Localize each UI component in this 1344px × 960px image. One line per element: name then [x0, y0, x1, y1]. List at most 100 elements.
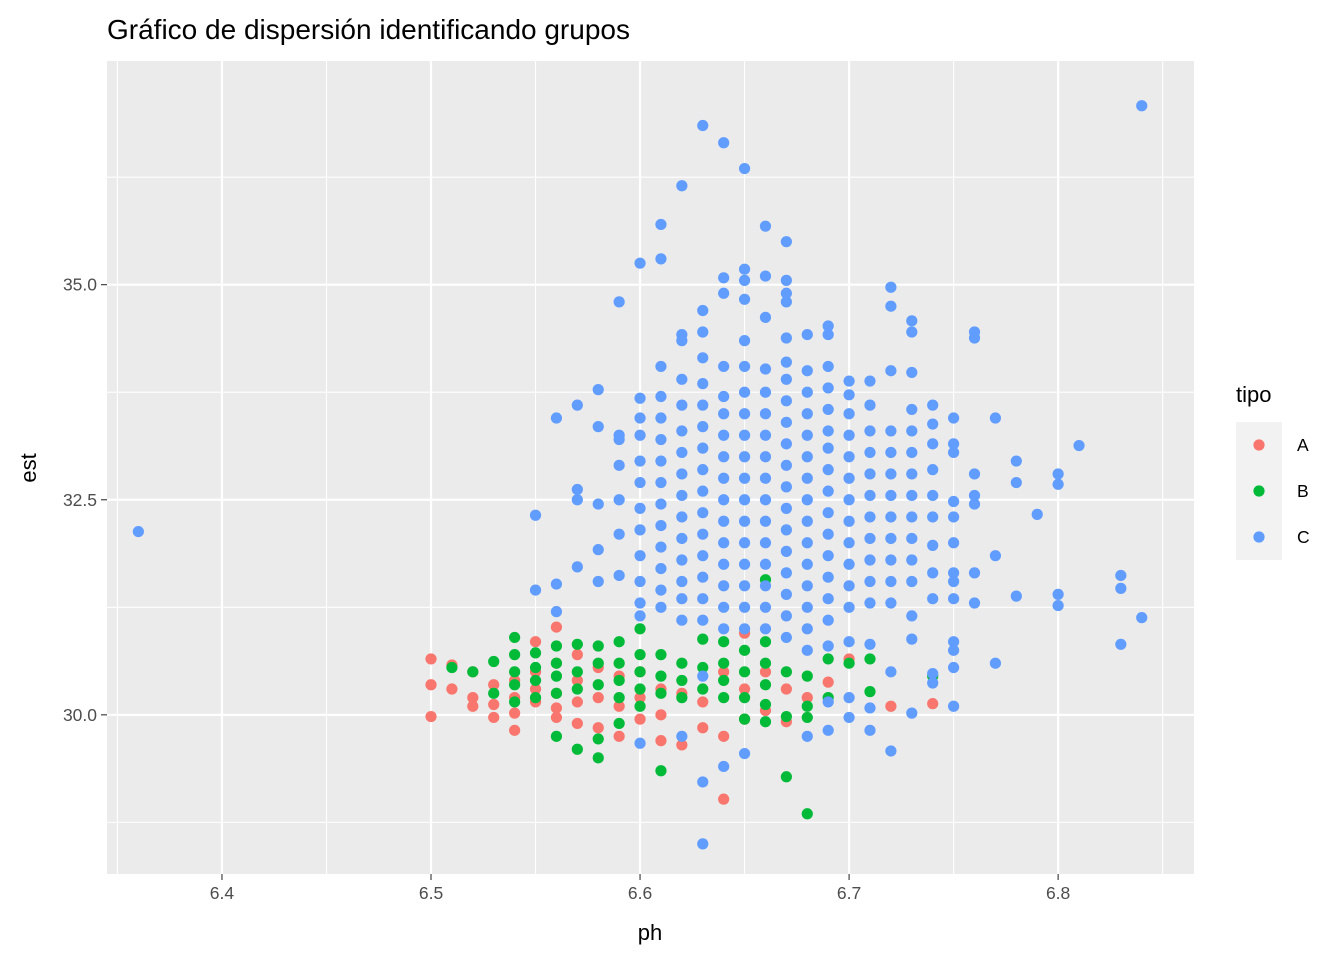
point-C: [718, 580, 730, 592]
point-C: [697, 464, 709, 476]
point-A: [780, 683, 792, 695]
point-B: [550, 730, 563, 742]
point-B: [676, 657, 688, 669]
point-B: [718, 636, 730, 648]
point-C: [989, 412, 1002, 424]
point-B: [529, 661, 542, 674]
point-C: [759, 558, 772, 570]
point-C: [801, 328, 813, 341]
point-C: [634, 412, 646, 424]
series-C: [132, 100, 1148, 850]
point-B: [529, 674, 542, 687]
point-C: [864, 554, 876, 566]
point-C: [906, 610, 918, 622]
point-C: [718, 287, 730, 299]
point-C: [843, 692, 855, 704]
series-B: [446, 574, 939, 820]
point-C: [571, 399, 583, 411]
point-C: [718, 390, 730, 403]
point-C: [801, 494, 813, 506]
point-C: [780, 459, 792, 471]
point-B: [613, 636, 625, 648]
point-C: [864, 489, 876, 502]
point-C: [822, 507, 834, 519]
point-B: [718, 674, 730, 687]
point-C: [906, 707, 918, 719]
point-C: [759, 220, 772, 232]
point-C: [968, 332, 981, 344]
point-A: [927, 698, 939, 710]
point-C: [780, 356, 792, 368]
point-C: [843, 601, 855, 613]
point-C: [738, 335, 751, 347]
point-C: [968, 468, 981, 480]
point-C: [968, 489, 981, 502]
point-C: [843, 537, 855, 549]
point-C: [864, 375, 876, 387]
point-C: [676, 425, 688, 437]
point-C: [906, 575, 918, 588]
point-C: [822, 593, 834, 605]
point-C: [906, 425, 918, 437]
point-C: [843, 580, 855, 592]
point-C: [529, 584, 542, 596]
point-A: [488, 679, 500, 691]
point-C: [592, 498, 604, 510]
point-C: [738, 386, 751, 398]
point-C: [655, 253, 667, 265]
point-C: [634, 610, 646, 622]
point-C: [822, 403, 834, 416]
point-C: [801, 644, 813, 656]
point-C: [718, 451, 730, 463]
point-C: [864, 724, 876, 736]
point-C: [613, 433, 625, 446]
point-C: [759, 515, 772, 527]
point-C: [738, 408, 751, 420]
point-C: [738, 558, 751, 570]
point-C: [780, 502, 792, 514]
point-C: [1136, 612, 1148, 624]
point-C: [843, 711, 855, 724]
point-B: [592, 752, 604, 764]
point-C: [592, 421, 604, 433]
point-C: [1052, 599, 1064, 612]
point-C: [613, 528, 625, 540]
point-C: [697, 304, 709, 317]
point-C: [1115, 638, 1127, 650]
point-C: [780, 395, 792, 407]
point-B: [738, 713, 751, 725]
point-C: [843, 515, 855, 527]
point-C: [697, 352, 709, 364]
point-C: [738, 274, 751, 286]
point-C: [759, 623, 772, 635]
point-C: [759, 537, 772, 549]
point-A: [718, 793, 730, 805]
point-C: [822, 382, 834, 394]
point-C: [780, 631, 792, 644]
point-C: [864, 532, 876, 545]
point-C: [718, 760, 730, 773]
point-B: [655, 670, 667, 682]
point-C: [697, 528, 709, 540]
point-C: [927, 489, 939, 502]
point-C: [989, 657, 1002, 669]
point-B: [634, 683, 646, 695]
point-C: [864, 638, 876, 650]
point-C: [676, 614, 688, 626]
point-C: [801, 515, 813, 527]
point-C: [738, 515, 751, 527]
point-C: [780, 524, 792, 536]
point-C: [906, 403, 918, 416]
point-B: [529, 692, 542, 704]
point-C: [780, 567, 792, 579]
point-C: [801, 537, 813, 549]
point-B: [592, 733, 604, 745]
point-B: [550, 687, 563, 699]
point-C: [1052, 588, 1064, 600]
point-C: [864, 468, 876, 480]
plot-panel: [107, 61, 1194, 874]
point-C: [738, 537, 751, 549]
minor-gridlines: [107, 61, 1194, 874]
point-C: [676, 180, 688, 192]
point-B: [676, 692, 688, 704]
